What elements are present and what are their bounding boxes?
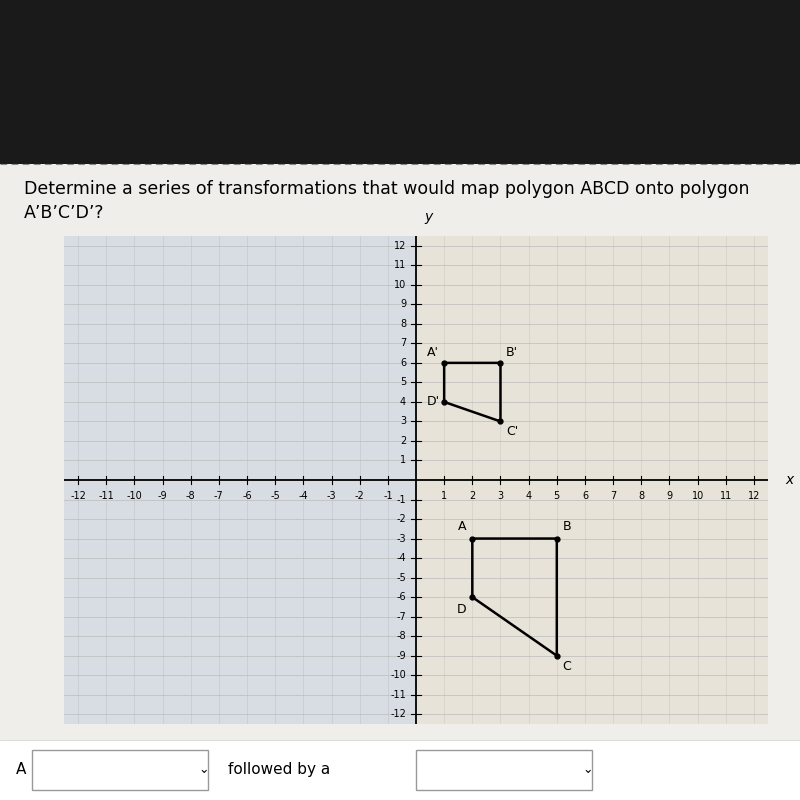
Text: -4: -4 <box>397 553 406 563</box>
Text: -12: -12 <box>390 710 406 719</box>
Text: A’B’C’D’?: A’B’C’D’? <box>24 204 105 222</box>
Text: 3: 3 <box>498 490 503 501</box>
Text: -1: -1 <box>383 490 393 501</box>
Text: -5: -5 <box>270 490 280 501</box>
Text: 11: 11 <box>720 490 732 501</box>
Text: ⌄: ⌄ <box>198 763 210 776</box>
Bar <box>64 236 416 724</box>
Text: -2: -2 <box>396 514 406 524</box>
Text: -7: -7 <box>214 490 224 501</box>
Text: 6: 6 <box>400 358 406 368</box>
Bar <box>416 236 768 724</box>
Text: ⌄: ⌄ <box>582 763 594 776</box>
Text: 2: 2 <box>400 436 406 446</box>
Text: B: B <box>562 520 571 533</box>
Text: y: y <box>425 210 433 224</box>
Text: A': A' <box>426 346 438 359</box>
Text: 4: 4 <box>400 397 406 407</box>
Text: -10: -10 <box>126 490 142 501</box>
Text: A: A <box>458 520 466 533</box>
Text: -4: -4 <box>298 490 308 501</box>
Text: 8: 8 <box>400 319 406 329</box>
Text: D: D <box>457 603 466 616</box>
Text: 8: 8 <box>638 490 644 501</box>
Text: -10: -10 <box>390 670 406 680</box>
Text: 7: 7 <box>400 338 406 348</box>
Text: 5: 5 <box>554 490 560 501</box>
Bar <box>0 164 800 800</box>
Text: 4: 4 <box>526 490 532 501</box>
Text: -5: -5 <box>396 573 406 582</box>
Text: -8: -8 <box>397 631 406 641</box>
Text: B': B' <box>506 346 518 359</box>
Text: -3: -3 <box>326 490 336 501</box>
Text: D': D' <box>427 395 440 409</box>
Text: 11: 11 <box>394 260 406 270</box>
Text: 9: 9 <box>400 299 406 310</box>
Bar <box>0 740 800 800</box>
Text: A: A <box>16 762 26 777</box>
Text: -7: -7 <box>396 612 406 622</box>
Text: C: C <box>562 659 571 673</box>
Text: Determine a series of transformations that would map polygon ABCD onto polygon: Determine a series of transformations th… <box>24 180 750 198</box>
Text: C': C' <box>506 426 518 438</box>
Text: 1: 1 <box>400 455 406 466</box>
FancyBboxPatch shape <box>416 750 592 790</box>
Text: -11: -11 <box>98 490 114 501</box>
Text: 3: 3 <box>400 417 406 426</box>
Text: 5: 5 <box>400 378 406 387</box>
FancyBboxPatch shape <box>32 750 208 790</box>
Text: 6: 6 <box>582 490 588 501</box>
Text: -1: -1 <box>397 494 406 505</box>
Text: -2: -2 <box>355 490 365 501</box>
Text: 10: 10 <box>691 490 704 501</box>
Text: 2: 2 <box>469 490 475 501</box>
Text: 10: 10 <box>394 280 406 290</box>
Text: -3: -3 <box>397 534 406 543</box>
Text: x: x <box>785 473 793 487</box>
Text: -12: -12 <box>70 490 86 501</box>
Text: 7: 7 <box>610 490 616 501</box>
Text: -11: -11 <box>390 690 406 700</box>
Text: -8: -8 <box>186 490 195 501</box>
Text: -6: -6 <box>242 490 252 501</box>
Text: -9: -9 <box>158 490 167 501</box>
Text: 12: 12 <box>394 241 406 250</box>
Text: -6: -6 <box>397 592 406 602</box>
Text: -9: -9 <box>397 650 406 661</box>
Text: 9: 9 <box>666 490 673 501</box>
Text: followed by a: followed by a <box>228 762 330 777</box>
Text: 1: 1 <box>441 490 447 501</box>
Text: 12: 12 <box>748 490 760 501</box>
